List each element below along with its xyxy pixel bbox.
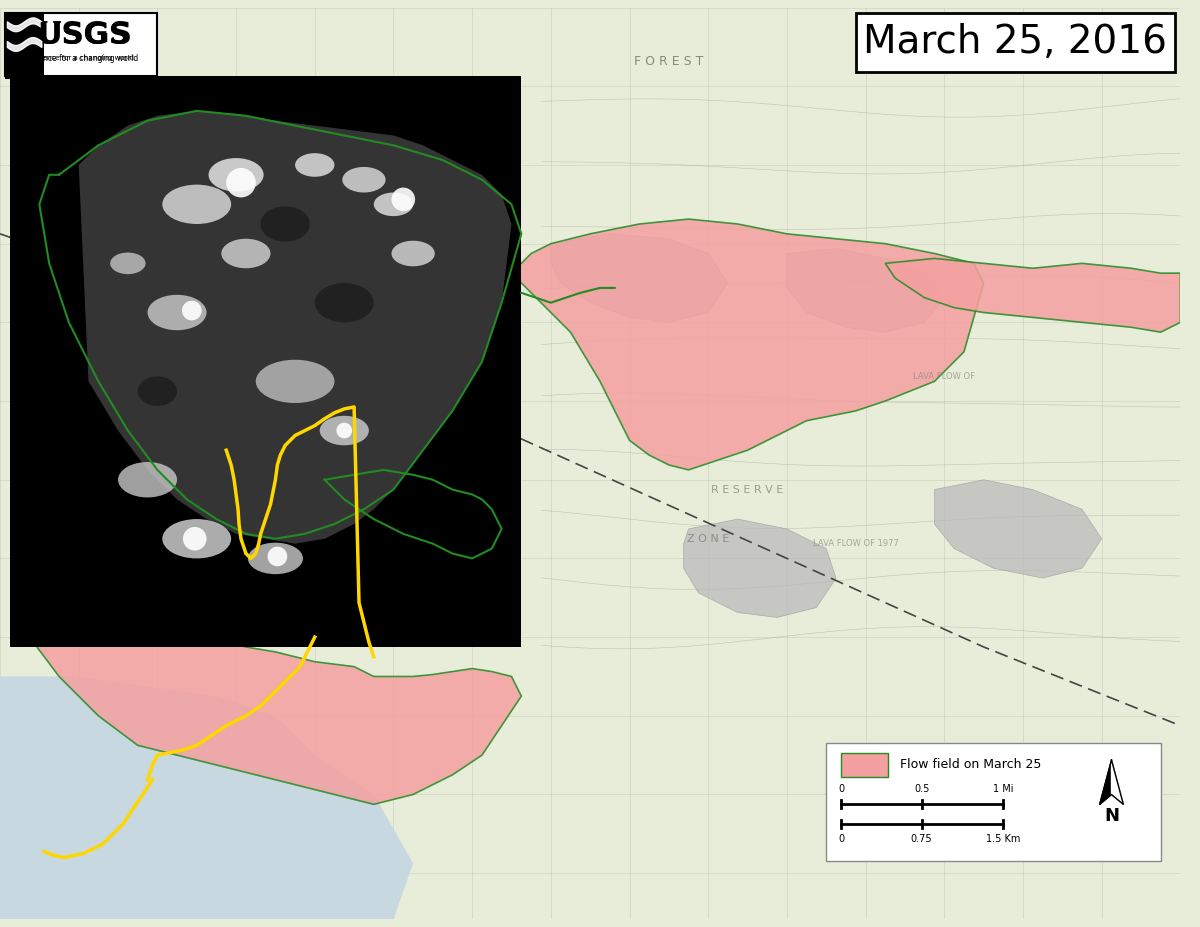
Text: 0.75: 0.75 bbox=[911, 834, 932, 844]
Text: March 25, 2016: March 25, 2016 bbox=[863, 23, 1168, 61]
Text: Z O N E: Z O N E bbox=[688, 534, 730, 544]
Ellipse shape bbox=[209, 159, 264, 192]
Text: science for a changing world: science for a changing world bbox=[34, 55, 134, 61]
Circle shape bbox=[268, 547, 287, 566]
Circle shape bbox=[227, 168, 256, 197]
Text: F O R E S T: F O R E S T bbox=[634, 56, 703, 69]
Text: LAVA FLOW OF: LAVA FLOW OF bbox=[913, 372, 976, 381]
Ellipse shape bbox=[221, 239, 270, 268]
Bar bbox=[10, 76, 521, 647]
Text: 0: 0 bbox=[838, 834, 844, 844]
Ellipse shape bbox=[319, 416, 368, 445]
Ellipse shape bbox=[148, 295, 206, 330]
Text: 0.5: 0.5 bbox=[914, 784, 929, 794]
Ellipse shape bbox=[260, 207, 310, 242]
Circle shape bbox=[391, 187, 415, 211]
Text: LAVA FLOW OF 1977: LAVA FLOW OF 1977 bbox=[812, 540, 899, 548]
Polygon shape bbox=[79, 111, 511, 543]
Ellipse shape bbox=[162, 184, 232, 224]
Text: USGS: USGS bbox=[35, 19, 132, 51]
Ellipse shape bbox=[118, 462, 178, 498]
FancyBboxPatch shape bbox=[827, 743, 1160, 861]
Circle shape bbox=[336, 423, 352, 438]
Text: science for a changing world: science for a changing world bbox=[29, 55, 139, 63]
Bar bbox=[841, 753, 888, 777]
Text: N: N bbox=[1104, 807, 1120, 825]
Text: 1 Mi: 1 Mi bbox=[994, 784, 1014, 794]
FancyBboxPatch shape bbox=[856, 12, 1176, 71]
Ellipse shape bbox=[162, 519, 232, 558]
Ellipse shape bbox=[391, 241, 434, 266]
Polygon shape bbox=[787, 248, 944, 332]
Text: 1.5 Km: 1.5 Km bbox=[986, 834, 1020, 844]
Polygon shape bbox=[511, 219, 984, 470]
Ellipse shape bbox=[295, 153, 335, 177]
Polygon shape bbox=[1111, 760, 1123, 805]
Text: Flow field on March 25: Flow field on March 25 bbox=[900, 758, 1042, 771]
Ellipse shape bbox=[342, 167, 385, 193]
Ellipse shape bbox=[110, 252, 145, 274]
Polygon shape bbox=[551, 234, 728, 323]
Polygon shape bbox=[935, 480, 1102, 578]
Text: R E S E R V E: R E S E R V E bbox=[712, 485, 784, 495]
FancyBboxPatch shape bbox=[5, 12, 157, 76]
Bar bbox=[5, 12, 44, 80]
Ellipse shape bbox=[373, 193, 413, 216]
Polygon shape bbox=[1099, 760, 1123, 805]
Ellipse shape bbox=[248, 542, 302, 574]
Polygon shape bbox=[684, 519, 836, 617]
Polygon shape bbox=[886, 259, 1181, 332]
Text: USGS: USGS bbox=[37, 20, 131, 50]
Circle shape bbox=[182, 527, 206, 551]
Ellipse shape bbox=[314, 283, 373, 323]
Ellipse shape bbox=[138, 376, 178, 406]
Text: 0: 0 bbox=[838, 784, 844, 794]
Circle shape bbox=[182, 300, 202, 321]
Ellipse shape bbox=[256, 360, 335, 403]
Polygon shape bbox=[0, 677, 413, 920]
Polygon shape bbox=[30, 628, 521, 805]
